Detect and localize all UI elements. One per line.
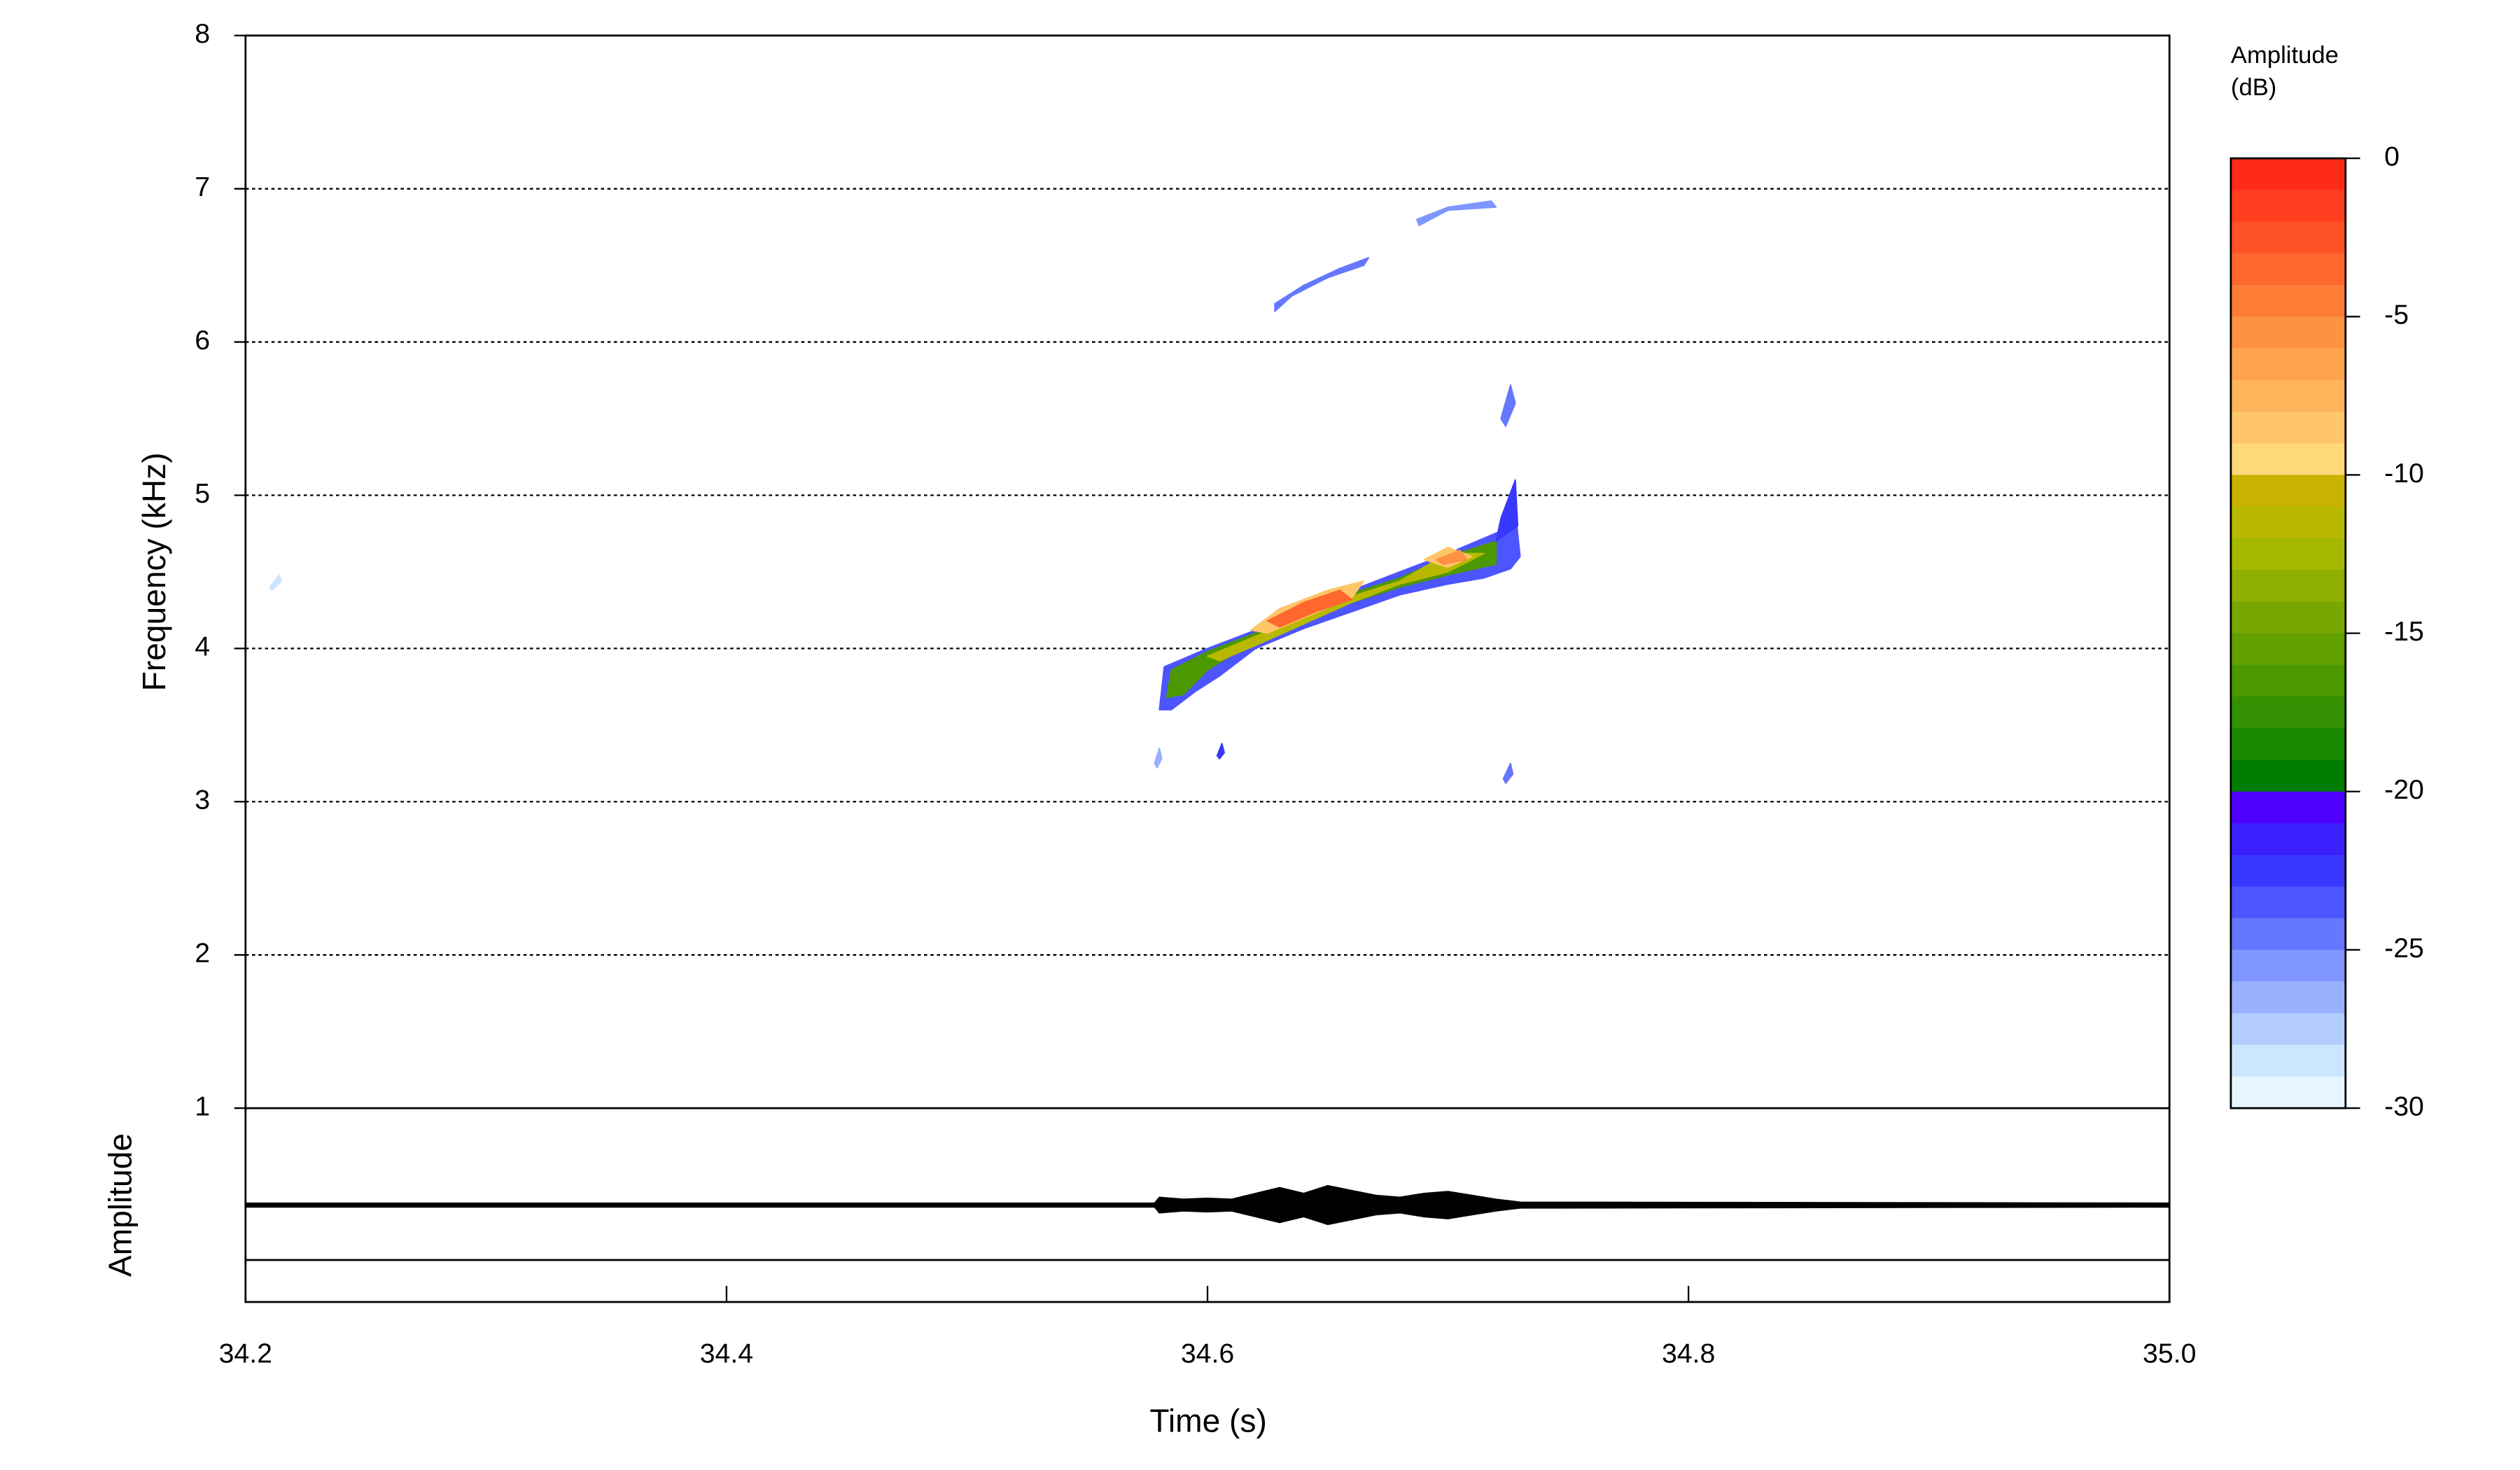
y-tick-label: 7	[195, 172, 210, 202]
colorbar-band	[2230, 190, 2346, 223]
colorbar-band	[2230, 221, 2346, 254]
colorbar-band	[2230, 918, 2346, 951]
y-tick-label: 1	[195, 1091, 210, 1121]
colorbar-band	[2230, 412, 2346, 444]
colorbar-band	[2230, 823, 2346, 856]
colorbar-band	[2230, 506, 2346, 540]
colorbar-band	[2230, 664, 2346, 698]
colorbar-band	[2230, 443, 2346, 476]
colorbar-tick-label: -25	[2384, 932, 2424, 963]
colorbar-band	[2230, 981, 2346, 1014]
colorbar-band	[2230, 601, 2346, 634]
contour	[1274, 257, 1370, 312]
y-tick-label: 3	[195, 785, 210, 816]
colorbar-band	[2230, 855, 2346, 888]
x-tick-label: 34.8	[1662, 1338, 1715, 1369]
contour	[1216, 743, 1225, 760]
y-tick-label: 8	[195, 18, 210, 49]
colorbar-band	[2230, 348, 2346, 381]
amplitude-label: Amplitude	[102, 1133, 139, 1277]
colorbar-tick-label: -20	[2384, 774, 2424, 805]
colorbar-band	[2230, 633, 2346, 666]
colorbar-band	[2230, 696, 2346, 729]
colorbar-band	[2230, 475, 2346, 507]
y-tick-label: 5	[195, 478, 210, 509]
colorbar-band	[2230, 728, 2346, 761]
colorbar-band	[2230, 949, 2346, 983]
colorbar-band	[2230, 538, 2346, 571]
colorbar-band	[2230, 1013, 2346, 1046]
colorbar-band	[2230, 570, 2346, 603]
colorbar-tick-label: -10	[2384, 458, 2424, 489]
colorbar-band	[2230, 379, 2346, 413]
contour	[1415, 200, 1497, 227]
colorbar-tick-label: -15	[2384, 616, 2424, 647]
contour	[1158, 510, 1521, 710]
colorbar-band	[2230, 285, 2346, 318]
contour	[1495, 479, 1519, 542]
colorbar-band	[2230, 886, 2346, 919]
colorbar-title: Amplitude	[2231, 42, 2339, 69]
x-tick-label: 34.4	[700, 1338, 753, 1369]
colorbar-title: (dB)	[2231, 74, 2276, 101]
x-tick-label: 34.6	[1181, 1338, 1234, 1369]
colorbar-tick-label: -5	[2384, 300, 2409, 330]
contour	[1500, 384, 1516, 427]
contour	[269, 574, 283, 592]
y-tick-label: 2	[195, 938, 210, 969]
colorbar-band	[2230, 1044, 2346, 1077]
colorbar-band	[2230, 253, 2346, 286]
colorbar-band	[2230, 760, 2346, 792]
colorbar-band	[2230, 1076, 2346, 1110]
colorbar-band	[2230, 158, 2346, 191]
x-tick-label: 35.0	[2143, 1338, 2196, 1369]
x-axis-label: Time (s)	[1149, 1402, 1266, 1438]
colorbar-band	[2230, 316, 2346, 349]
colorbar-tick-label: 0	[2384, 141, 2400, 172]
y-axis-label: Frequency (kHz)	[136, 452, 172, 691]
contour	[1266, 589, 1353, 628]
contour	[1154, 747, 1163, 769]
colorbar-band	[2230, 791, 2346, 825]
contour	[1502, 762, 1514, 784]
x-tick-label: 34.2	[219, 1338, 272, 1369]
colorbar-tick-label: -30	[2384, 1091, 2424, 1121]
waveform	[244, 1184, 2171, 1226]
y-tick-label: 4	[195, 631, 210, 662]
contour	[1435, 550, 1468, 565]
y-tick-label: 6	[195, 325, 210, 356]
